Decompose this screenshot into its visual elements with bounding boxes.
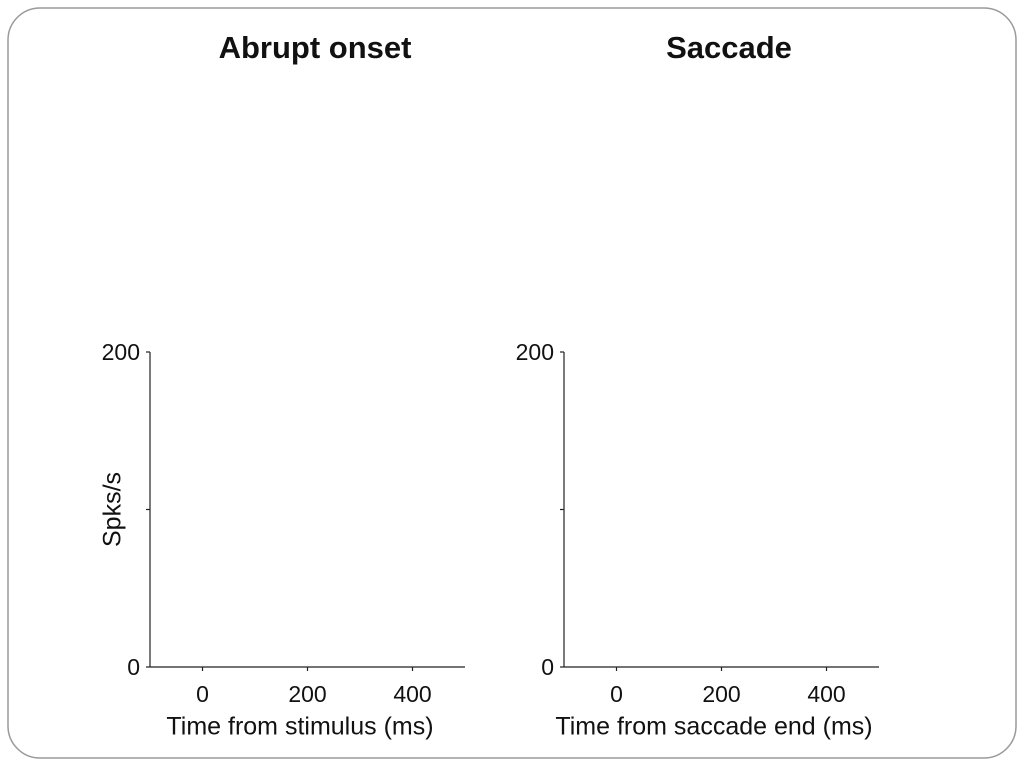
y-tick-label: 0 <box>541 654 554 680</box>
x-tick-label: 400 <box>393 681 431 707</box>
slide-border <box>7 7 1017 759</box>
y-tick-label: 0 <box>127 654 140 680</box>
x-axis-label: Time from saccade end (ms) <box>555 713 872 741</box>
x-tick-label: 200 <box>702 681 740 707</box>
y-tick-label: 200 <box>102 339 140 365</box>
x-tick-label: 400 <box>807 681 845 707</box>
chart-title: Abrupt onset <box>219 30 412 65</box>
chart-title: Saccade <box>666 30 792 65</box>
x-tick-label: 0 <box>196 681 209 707</box>
x-axis-label: Time from stimulus (ms) <box>166 713 433 741</box>
x-tick-label: 0 <box>610 681 623 707</box>
y-tick-label: 200 <box>516 339 554 365</box>
y-axis-label: Spks/s <box>99 472 127 547</box>
x-tick-label: 200 <box>288 681 326 707</box>
